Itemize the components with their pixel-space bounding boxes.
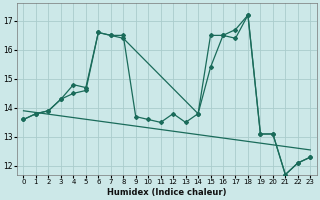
X-axis label: Humidex (Indice chaleur): Humidex (Indice chaleur) bbox=[107, 188, 227, 197]
